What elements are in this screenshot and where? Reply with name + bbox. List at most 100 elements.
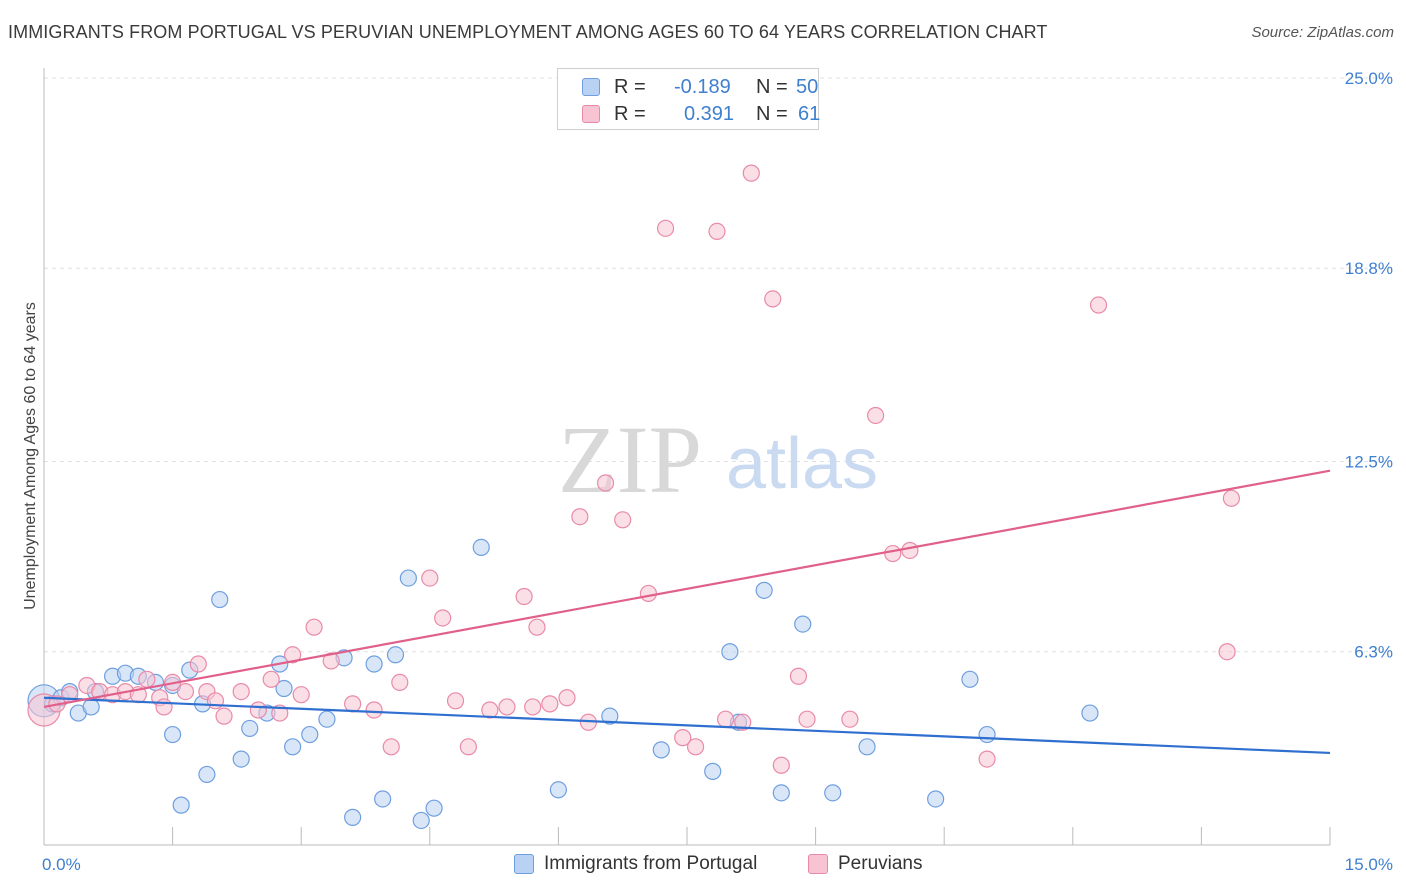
peruvian-point-34: [498, 698, 516, 716]
portugal-point-46: [927, 790, 945, 808]
peruvian-point-24: [322, 652, 340, 670]
portugal-point-37: [652, 741, 670, 759]
series-swatch-peruvians: [808, 854, 828, 874]
portugal-point-49: [1081, 704, 1099, 722]
peruvian-point-35: [515, 587, 533, 606]
watermark-zip: ZIP: [558, 406, 702, 513]
y-tick-label-2: 18.8%: [1345, 259, 1393, 278]
y-axis-label: Unemployment Among Ages 60 to 64 years: [22, 302, 39, 610]
legend-r-value-peruvians: 0.391: [684, 103, 735, 125]
peruvian-point-29: [421, 569, 439, 587]
series-name-portugal: Immigrants from Portugal: [544, 853, 758, 874]
peruvian-point-26: [365, 701, 383, 719]
peruvian-point-40: [571, 508, 589, 526]
peruvian-point-16: [215, 707, 233, 725]
portugal-point-13: [172, 796, 190, 814]
peruvian-point-25: [344, 695, 362, 713]
portugal-point-48: [978, 725, 996, 744]
legend-r-label: R =: [614, 103, 646, 125]
peruvian-point-22: [292, 686, 310, 704]
peruvian-point-8: [138, 670, 156, 688]
legend-n-label: N =: [756, 76, 788, 98]
legend-n-value-peruvians: 61: [798, 103, 821, 125]
portugal-trend-line: [43, 696, 1331, 755]
portugal-point-24: [301, 725, 319, 744]
portugal-point-23: [284, 738, 302, 756]
peruvian-point-18: [249, 701, 267, 719]
peruvian-point-21: [284, 646, 302, 664]
portugal-point-16: [198, 765, 216, 784]
grid-layer: [44, 77, 1392, 653]
peruvian-point-31: [446, 692, 465, 710]
portugal-point-32: [412, 811, 430, 830]
x-tick-label-1: 15.0%: [1345, 855, 1393, 874]
peruvian-point-51: [742, 164, 760, 182]
peruvian-point-17: [232, 682, 250, 701]
portugal-point-38: [704, 762, 722, 780]
peruvian-point-50: [734, 713, 752, 731]
portugal-point-30: [386, 646, 405, 664]
portugal-point-19: [241, 719, 259, 738]
trend-layer: [43, 469, 1331, 755]
portugal-point-33: [425, 799, 443, 817]
peruvian-point-56: [841, 710, 859, 728]
portugal-point-17: [211, 590, 229, 609]
peruvian-point-43: [614, 511, 632, 529]
peruvian-point-27: [382, 738, 400, 756]
tick-label-layer: 6.3% 12.5% 18.8% 25.0% 0.0% 15.0%: [42, 69, 1393, 874]
peruvian-point-57: [867, 406, 885, 425]
peruvian-point-45: [656, 219, 675, 237]
peruvian-point-59: [901, 541, 919, 560]
portugal-point-28: [365, 655, 383, 673]
portugal-point-39: [721, 643, 739, 661]
peruvian-point-19: [262, 670, 280, 688]
peruvian-point-49: [716, 710, 735, 728]
peruvian-point-33: [481, 701, 499, 719]
watermark-atlas: atlas: [726, 424, 878, 504]
portugal-point-12: [164, 725, 182, 744]
y-tick-label-3: 25.0%: [1345, 69, 1393, 88]
peruvian-point-62: [1218, 643, 1236, 661]
peruvian-point-12: [176, 682, 195, 701]
portugal-point-35: [549, 781, 568, 799]
portugal-point-44: [824, 784, 842, 802]
peruvian-point-48: [708, 222, 726, 240]
legend-n-value-portugal: 50: [796, 76, 819, 98]
portugal-point-25: [318, 710, 336, 728]
peruvian-point-44: [639, 584, 658, 603]
peruvian-point-63: [1222, 489, 1241, 507]
peruvian-point-10: [155, 698, 173, 716]
peruvian-point-54: [789, 667, 808, 685]
peruvian-point-61: [1089, 296, 1108, 314]
peruvian-point-38: [541, 695, 559, 713]
peruvian-point-46: [674, 729, 692, 747]
peruvian-point-60: [978, 750, 996, 768]
peruvian-point-23: [305, 618, 323, 636]
legend-n-label: N =: [756, 103, 788, 125]
x-tick-label-0: 0.0%: [42, 855, 81, 874]
y-tick-label-1: 12.5%: [1345, 453, 1393, 472]
legend-r-label: R =: [614, 76, 646, 98]
portugal-point-18: [232, 750, 250, 768]
peruvian-point-28: [391, 673, 409, 691]
peruvian-point-39: [558, 689, 576, 707]
portugal-point-43: [794, 615, 812, 633]
portugal-point-47: [961, 670, 979, 688]
peruvian-point-58: [884, 544, 902, 563]
portugal-point-5: [82, 698, 100, 716]
peruvian-point-36: [524, 698, 542, 716]
portugal-point-36: [601, 707, 619, 725]
portugal-point-27: [344, 808, 362, 826]
series-name-peruvians: Peruvians: [838, 853, 923, 874]
source-label: Source: ZipAtlas.com: [1251, 24, 1394, 41]
legend-r-value-portugal: -0.189: [674, 76, 731, 98]
portugal-point-45: [858, 738, 876, 756]
peruvian-trend-line: [43, 469, 1331, 709]
peruvian-point-30: [434, 609, 452, 627]
peruvian-point-32: [459, 738, 477, 756]
portugal-point-34: [472, 538, 490, 557]
peruvian-point-37: [528, 618, 546, 636]
portugal-point-41: [755, 581, 773, 599]
legend-swatch-portugal: [582, 78, 600, 96]
